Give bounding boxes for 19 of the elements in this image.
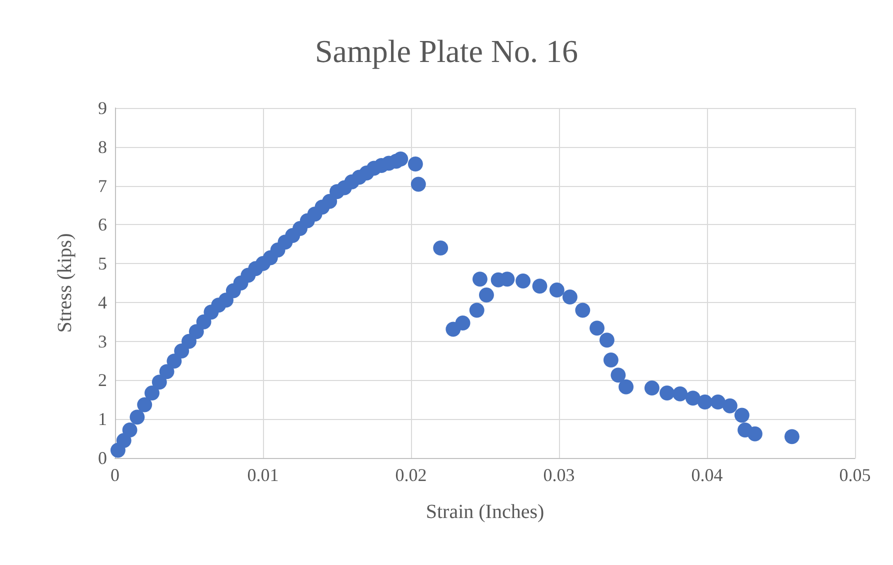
y-tick-label: 2: [98, 370, 107, 390]
y-tick-label: 7: [98, 176, 107, 196]
chart-title: Sample Plate No. 16: [314, 33, 578, 69]
y-axis-title: Stress (kips): [54, 233, 76, 333]
x-tick-label: 0.02: [395, 465, 427, 485]
y-tick-label: 6: [98, 214, 107, 235]
y-tick-label: 3: [98, 331, 107, 352]
x-tick-label: 0: [110, 465, 120, 485]
x-tick-label: 0.04: [691, 465, 723, 485]
y-tick-label: 1: [98, 409, 107, 430]
y-tick-label: 9: [98, 98, 107, 118]
x-tick-label: 0.03: [543, 465, 575, 485]
y-tick-label: 5: [98, 254, 107, 274]
x-tick-label: 0.05: [839, 465, 871, 485]
x-axis-title: Strain (Inches): [426, 501, 544, 523]
y-tick-label: 8: [98, 136, 107, 157]
y-tick-label: 4: [98, 292, 107, 312]
x-tick-label: 0.01: [247, 465, 279, 485]
y-tick-label: 0: [98, 448, 107, 468]
